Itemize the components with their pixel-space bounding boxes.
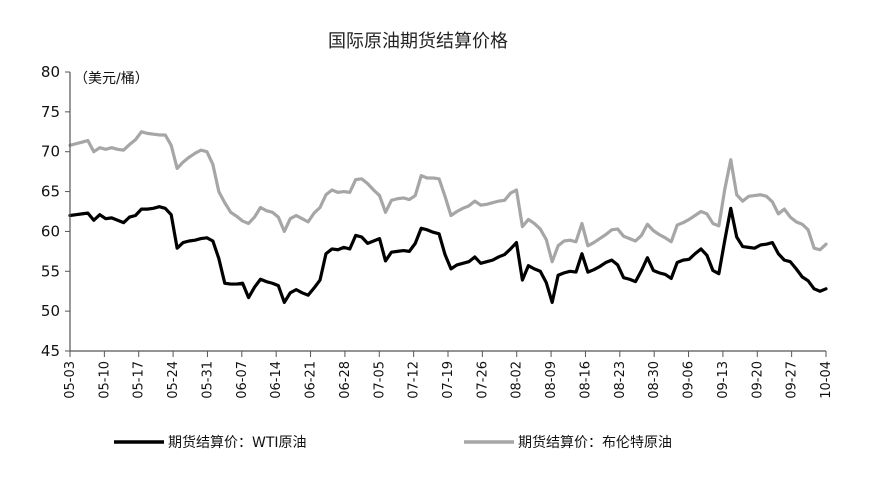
x-tick-label: 08-30 (647, 361, 662, 399)
x-tick-label: 05-03 (63, 361, 78, 399)
legend-label-brent: 期货结算价：布伦特原油 (518, 434, 672, 451)
series-line-brent (68, 130, 828, 264)
x-tick-label: 09-06 (682, 361, 697, 399)
y-tick-label: 75 (41, 103, 60, 121)
x-tick-label: 08-23 (613, 361, 628, 399)
unit-label: （美元/桶） (74, 71, 149, 87)
x-tick-label: 08-09 (544, 361, 559, 399)
y-tick-label: 55 (41, 262, 60, 280)
y-tick-label: 60 (41, 222, 60, 240)
series-line-wti (68, 205, 828, 304)
x-tick-label: 06-07 (235, 361, 250, 399)
x-tick-label: 09-13 (716, 361, 731, 399)
series-lines (68, 130, 828, 304)
x-tick-label: 09-27 (785, 361, 800, 399)
x-tick-label: 06-14 (269, 361, 284, 399)
x-tick-label: 06-21 (304, 361, 319, 399)
x-tick-label: 07-19 (441, 361, 456, 399)
legend: 期货结算价：WTI原油 期货结算价：布伦特原油 (114, 434, 672, 451)
x-axis-ticks: 05-03 05-10 05-17 05-24 05-31 06-07 06-14 06-21… (63, 351, 834, 399)
x-tick-label: 08-16 (578, 361, 593, 399)
y-tick-label: 50 (41, 302, 60, 320)
x-tick-label: 07-12 (407, 361, 422, 399)
x-tick-label: 08-02 (510, 361, 525, 399)
x-tick-label: 05-24 (166, 361, 181, 399)
y-tick-label: 65 (41, 183, 60, 201)
chart-title: 国际原油期货结算价格 (328, 31, 508, 52)
x-tick-label: 07-05 (372, 361, 387, 399)
y-tick-label: 45 (41, 342, 60, 360)
x-tick-label: 06-28 (338, 361, 353, 399)
y-tick-label: 70 (41, 143, 60, 161)
y-tick-label: 80 (41, 63, 60, 81)
y-axis-ticks: 45 50 55 60 65 70 75 80 (41, 63, 70, 360)
x-tick-label: 09-20 (750, 361, 765, 399)
legend-label-wti: 期货结算价：WTI原油 (168, 434, 307, 451)
x-tick-label: 05-17 (132, 361, 147, 399)
x-tick-label: 05-31 (200, 361, 215, 399)
x-tick-label: 05-10 (97, 361, 112, 399)
x-tick-label: 10-04 (819, 361, 834, 399)
x-tick-label: 07-26 (475, 361, 490, 399)
